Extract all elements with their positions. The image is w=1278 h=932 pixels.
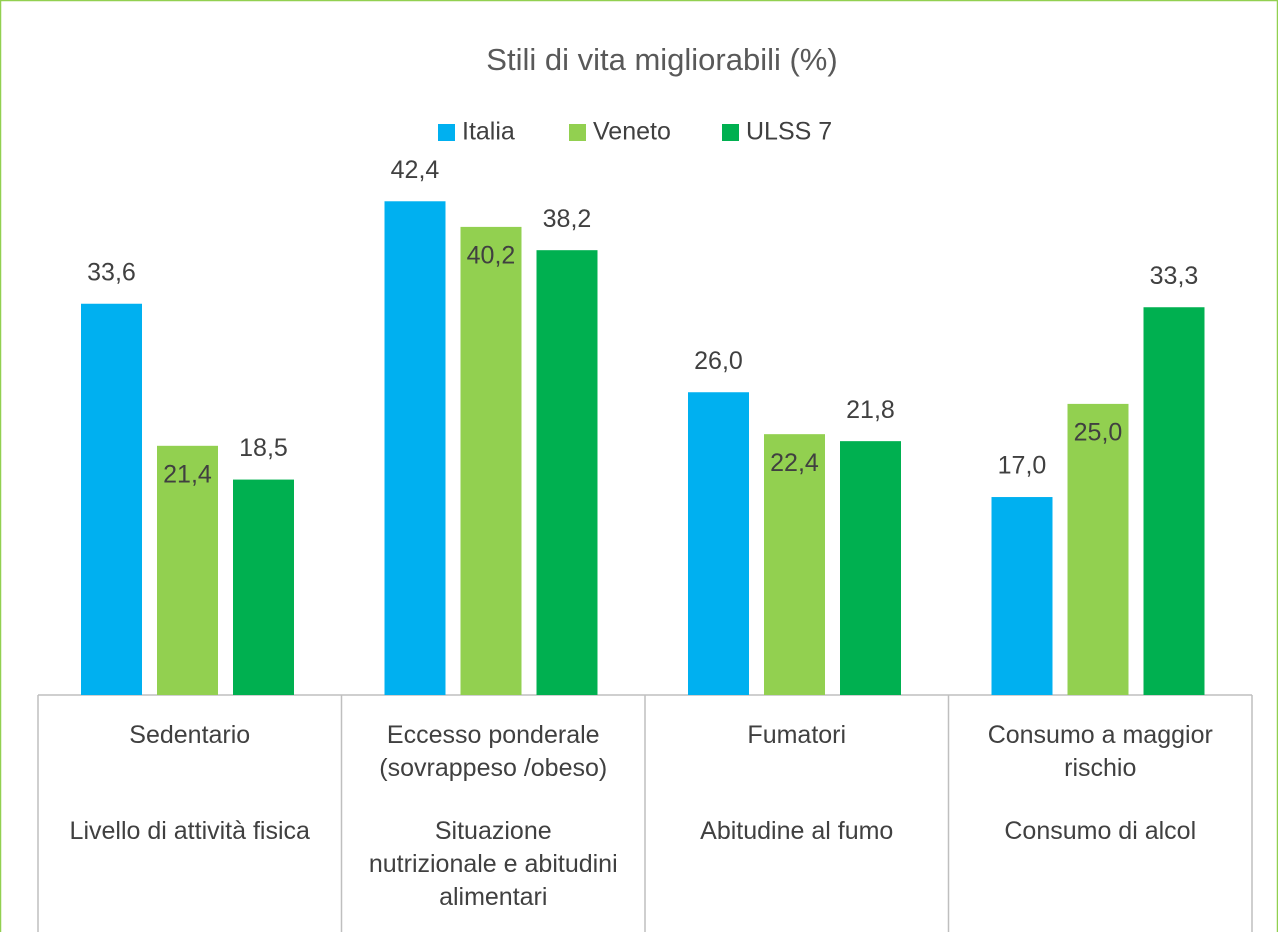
value-label: 25,0 xyxy=(1074,418,1123,446)
x-tick-label: Consumo a maggior rischio xyxy=(987,721,1213,782)
legend-swatch xyxy=(438,124,455,141)
x-tick-label: Eccesso ponderale (sovrappeso /obeso) xyxy=(379,721,608,782)
x-tick-label: Sedentario xyxy=(129,721,251,749)
value-label: 17,0 xyxy=(998,452,1047,480)
value-label: 21,8 xyxy=(846,396,895,424)
chart-title: Stili di vita migliorabili (%) xyxy=(486,42,837,77)
group-label: Abitudine al fumo xyxy=(700,817,894,845)
value-label: 33,3 xyxy=(1150,262,1199,290)
value-label: 22,4 xyxy=(770,449,819,477)
bar xyxy=(764,434,825,695)
bar xyxy=(384,201,446,695)
legend-label: Italia xyxy=(462,118,515,146)
bar xyxy=(233,479,294,695)
x-tick-label: Fumatori xyxy=(747,721,847,749)
legend-swatch xyxy=(722,124,739,141)
bar xyxy=(157,445,218,695)
value-label: 26,0 xyxy=(694,347,743,375)
bar xyxy=(840,441,901,695)
value-label: 33,6 xyxy=(87,258,136,286)
legend-label: Veneto xyxy=(593,118,671,146)
group-label: Consumo di alcol xyxy=(1004,817,1197,845)
value-label: 21,4 xyxy=(163,460,212,488)
bar xyxy=(688,392,749,695)
legend-swatch xyxy=(569,124,586,141)
value-label: 18,5 xyxy=(239,434,288,462)
legend-label: ULSS 7 xyxy=(746,118,832,146)
group-label: Situazione nutrizionale e abitudini alim… xyxy=(368,817,618,911)
bar xyxy=(991,497,1053,695)
bar xyxy=(1143,307,1205,695)
value-label: 38,2 xyxy=(543,205,592,233)
bar xyxy=(81,303,142,695)
group-label: Livello di attività fisica xyxy=(69,817,310,845)
bar xyxy=(536,250,598,695)
value-label: 40,2 xyxy=(467,242,516,270)
bar xyxy=(1067,403,1129,695)
value-label: 42,4 xyxy=(391,156,440,184)
bar xyxy=(460,226,522,696)
